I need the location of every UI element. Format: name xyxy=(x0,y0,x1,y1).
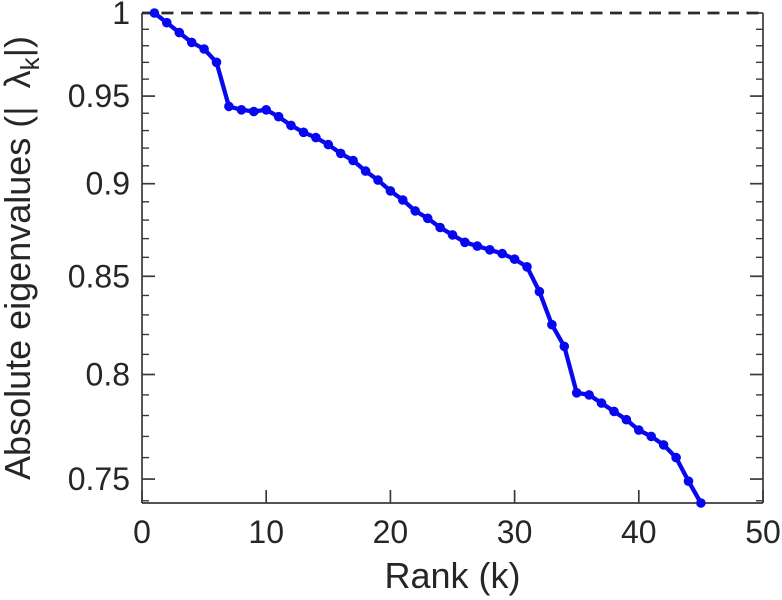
x-tick-label: 50 xyxy=(745,514,781,550)
data-point xyxy=(261,105,272,115)
axes-box xyxy=(141,13,764,504)
data-point xyxy=(373,175,383,185)
data-point xyxy=(273,111,284,122)
x-tick-label: 20 xyxy=(373,514,409,550)
data-point xyxy=(186,37,197,48)
data-point xyxy=(360,166,371,176)
data-point xyxy=(422,213,433,224)
data-point xyxy=(224,101,234,112)
data-point xyxy=(485,245,495,255)
data-point xyxy=(348,155,358,166)
data-point xyxy=(497,248,508,259)
data-point xyxy=(385,186,396,196)
data-point xyxy=(249,106,259,117)
data-point xyxy=(658,440,669,450)
y-tick-label: 0.75 xyxy=(68,461,130,497)
data-point xyxy=(472,241,483,251)
data-point xyxy=(547,319,557,330)
y-tick-label: 0.8 xyxy=(86,357,130,393)
data-point xyxy=(584,390,594,400)
data-point xyxy=(149,8,160,18)
x-axis-label: Rank (k) xyxy=(384,555,520,596)
data-point xyxy=(559,341,570,352)
data-point xyxy=(522,262,532,272)
data-point xyxy=(335,148,346,159)
x-tick-label: 10 xyxy=(248,514,284,550)
data-point xyxy=(323,139,334,150)
data-point xyxy=(509,254,520,264)
data-point xyxy=(298,127,309,138)
x-tick-label: 30 xyxy=(497,514,533,550)
data-point xyxy=(634,425,644,435)
eigenvalue-line xyxy=(152,10,704,506)
data-point xyxy=(410,206,421,216)
data-point xyxy=(696,498,706,508)
data-point xyxy=(460,237,470,248)
data-point xyxy=(174,27,185,38)
data-point xyxy=(609,406,619,417)
data-point xyxy=(236,105,247,115)
data-point xyxy=(571,388,582,398)
data-point xyxy=(162,17,172,28)
data-point xyxy=(683,476,694,487)
data-point xyxy=(534,286,545,297)
y-tick-label: 1 xyxy=(112,0,130,31)
data-point xyxy=(447,230,458,240)
data-point xyxy=(621,414,632,425)
y-tick-label: 0.85 xyxy=(68,258,130,294)
data-point xyxy=(199,44,209,54)
data-point xyxy=(311,132,321,143)
data-point xyxy=(286,120,296,131)
axis-ticks xyxy=(141,12,764,503)
eigenvalue-series xyxy=(149,8,706,508)
x-tick-label: 40 xyxy=(621,514,657,550)
axis-tick-labels: 0 10 20 30 40 50 1 0.95 0.9 0.85 0.8 0.75 xyxy=(68,0,781,550)
y-tick-label: 0.9 xyxy=(86,166,130,202)
data-point xyxy=(435,222,445,233)
data-point xyxy=(398,195,408,205)
data-point xyxy=(596,398,607,408)
x-tick-label: 0 xyxy=(133,514,151,550)
y-tick-label: 0.95 xyxy=(68,78,130,114)
data-point xyxy=(211,57,222,68)
y-axis-label: Absolute eigenvalues (|λk|) xyxy=(0,36,45,480)
data-point xyxy=(646,431,656,442)
data-point xyxy=(671,452,681,463)
